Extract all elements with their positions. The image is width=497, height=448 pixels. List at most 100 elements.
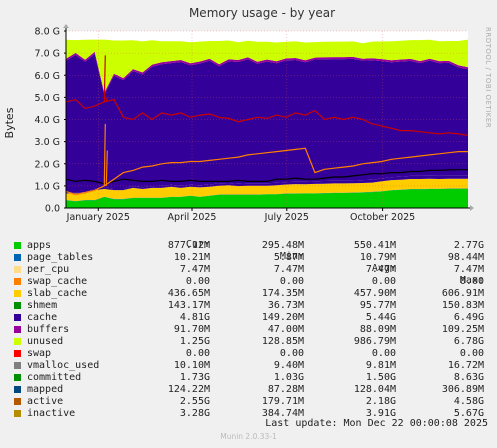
legend-min: 0.00: [279, 276, 304, 287]
legend-max: 8.63G: [453, 372, 484, 383]
legend-label: shmem: [27, 300, 58, 311]
y-tick-label: 6.0 G: [35, 71, 61, 82]
spike-inactive: [105, 97, 108, 102]
x-tick-label: October 2025: [350, 212, 415, 223]
legend-min: 87.28M: [267, 384, 304, 395]
legend-label: active: [27, 396, 64, 407]
legend-cur: 7.47M: [179, 264, 210, 275]
legend-min: 9.40M: [273, 360, 304, 371]
stacked-areas: [66, 39, 468, 208]
x-tick-label: April 2025: [168, 212, 217, 223]
y-tick-label: 4.0 G: [35, 115, 61, 126]
legend-swatch: [14, 338, 21, 345]
legend-row-inactive: inactive 3.28G 384.74M 3.91G 5.67G: [10, 408, 488, 420]
legend-avg: 457.90M: [353, 288, 396, 299]
memory-usage-chart: Memory usage - by year Bytes RRDTOOL / T…: [3, 6, 492, 223]
legend-swatch: [14, 266, 21, 273]
x-tick-label: July 2025: [264, 212, 309, 223]
legend-cur: 2.55G: [179, 396, 210, 407]
legend-min: 384.74M: [261, 408, 304, 419]
legend-row-cache: cache 4.81G 149.20M 5.44G 6.49G: [10, 312, 488, 324]
legend-row-mapped: mapped 124.22M 87.28M 128.04M 306.89M: [10, 384, 488, 396]
legend-min: 128.85M: [261, 336, 304, 347]
legend-label: unused: [27, 336, 64, 347]
legend-label: cache: [27, 312, 58, 323]
legend-avg: 0.00: [371, 276, 396, 287]
legend-avg: 128.04M: [353, 384, 396, 395]
legend-cur: 0.00: [185, 348, 210, 359]
legend-max: 16.72M: [447, 360, 484, 371]
line-active: [65, 147, 468, 196]
legend-max: 150.83M: [441, 300, 484, 311]
legend-row-per-cpu: per_cpu 7.47M 7.47M 7.47M 7.47M: [10, 264, 488, 276]
y-tick-label: 0.0: [45, 204, 60, 215]
area-cache: [66, 53, 468, 193]
legend-min: 0.00: [279, 348, 304, 359]
header-max: Max:: [459, 275, 484, 286]
header-min: Min:: [279, 251, 304, 262]
legend-avg: 0.00: [371, 348, 396, 359]
y-axis-label: Bytes: [3, 107, 16, 138]
rrdtool-credit: RRDTOOL / TOBI OETIKER: [484, 27, 492, 128]
legend-swatch: [14, 350, 21, 357]
legend-max: 6.49G: [453, 312, 484, 323]
legend-row-vmalloc-used: vmalloc_used 10.10M 9.40M 9.81M 16.72M: [10, 360, 488, 372]
legend-avg: 9.81M: [365, 360, 396, 371]
y-tick-label: 1.0 G: [35, 181, 61, 192]
legend-swatch: [14, 326, 21, 333]
legend-cur: 143.17M: [167, 300, 210, 311]
area-buffers: [66, 51, 468, 95]
legend-cur: 91.70M: [173, 324, 210, 335]
y-axis-ticks: 0.0 1.0 G 2.0 G 3.0 G 4.0 G 5.0 G 6.0 G 7.0 G 8.…: [35, 27, 66, 215]
legend-min: 174.35M: [261, 288, 304, 299]
legend-swatch: [14, 254, 21, 261]
legend-label: page_tables: [27, 252, 94, 263]
legend-row-unused: unused 1.25G 128.85M 986.79M 6.78G: [10, 336, 488, 348]
legend-min: 149.20M: [261, 312, 304, 323]
legend-row-committed: committed 1.73G 1.03G 1.50G 8.63G: [10, 372, 488, 384]
legend-max: 6.78G: [453, 336, 484, 347]
legend-cur: 10.21M: [173, 252, 210, 263]
legend-header: Cur: Min: Avg: Max:: [10, 227, 488, 286]
legend-max: 2.77G: [453, 240, 484, 251]
legend-avg: 5.44G: [365, 312, 396, 323]
legend-label: slab_cache: [27, 288, 88, 299]
y-tick-label: 5.0 G: [35, 93, 61, 104]
spike-inactive: [103, 55, 106, 102]
y-tick-label: 2.0 G: [35, 159, 61, 170]
legend-label: vmalloc_used: [27, 360, 100, 371]
y-tick-label: 3.0 G: [35, 137, 61, 148]
legend-min: 295.48M: [261, 240, 304, 251]
legend-label: buffers: [27, 324, 70, 335]
legend-cur: 0.00: [185, 276, 210, 287]
legend-max: 0.00: [459, 348, 484, 359]
legend-label: committed: [27, 372, 82, 383]
area-apps: [66, 188, 468, 208]
x-axis-arrow: [470, 205, 474, 211]
spike-active: [103, 123, 106, 186]
legend-max: 606.91M: [441, 288, 484, 299]
legend-cur: 124.22M: [167, 384, 210, 395]
legend-swatch: [14, 410, 21, 417]
legend-min: 36.73M: [267, 300, 304, 311]
legend-avg: 2.18G: [365, 396, 396, 407]
legend-row-swap: swap 0.00 0.00 0.00 0.00: [10, 348, 488, 360]
chart-title: Memory usage - by year: [189, 6, 335, 20]
legend-min: 7.47M: [273, 264, 304, 275]
legend-row-buffers: buffers 91.70M 47.00M 88.09M 109.25M: [10, 324, 488, 336]
legend-cur: 4.81G: [179, 312, 210, 323]
legend-avg: 95.77M: [359, 300, 396, 311]
legend-max: 109.25M: [441, 324, 484, 335]
legend-swatch: [14, 386, 21, 393]
legend-label: per_cpu: [27, 264, 70, 275]
legend-min: 5.87M: [273, 252, 304, 263]
legend-label: inactive: [27, 408, 76, 419]
legend-max: 5.67G: [453, 408, 484, 419]
series-lines: [65, 55, 469, 196]
legend-swatch: [14, 242, 21, 249]
last-update: Last update: Mon Dec 22 00:00:08 2025: [265, 418, 488, 429]
legend-label: mapped: [27, 384, 64, 395]
legend-swatch: [14, 314, 21, 321]
legend-row-swap-cache: swap_cache 0.00 0.00 0.00 0.00: [10, 276, 488, 288]
legend-row-page-tables: page_tables 10.21M 5.87M 10.79M 98.44M: [10, 252, 488, 264]
